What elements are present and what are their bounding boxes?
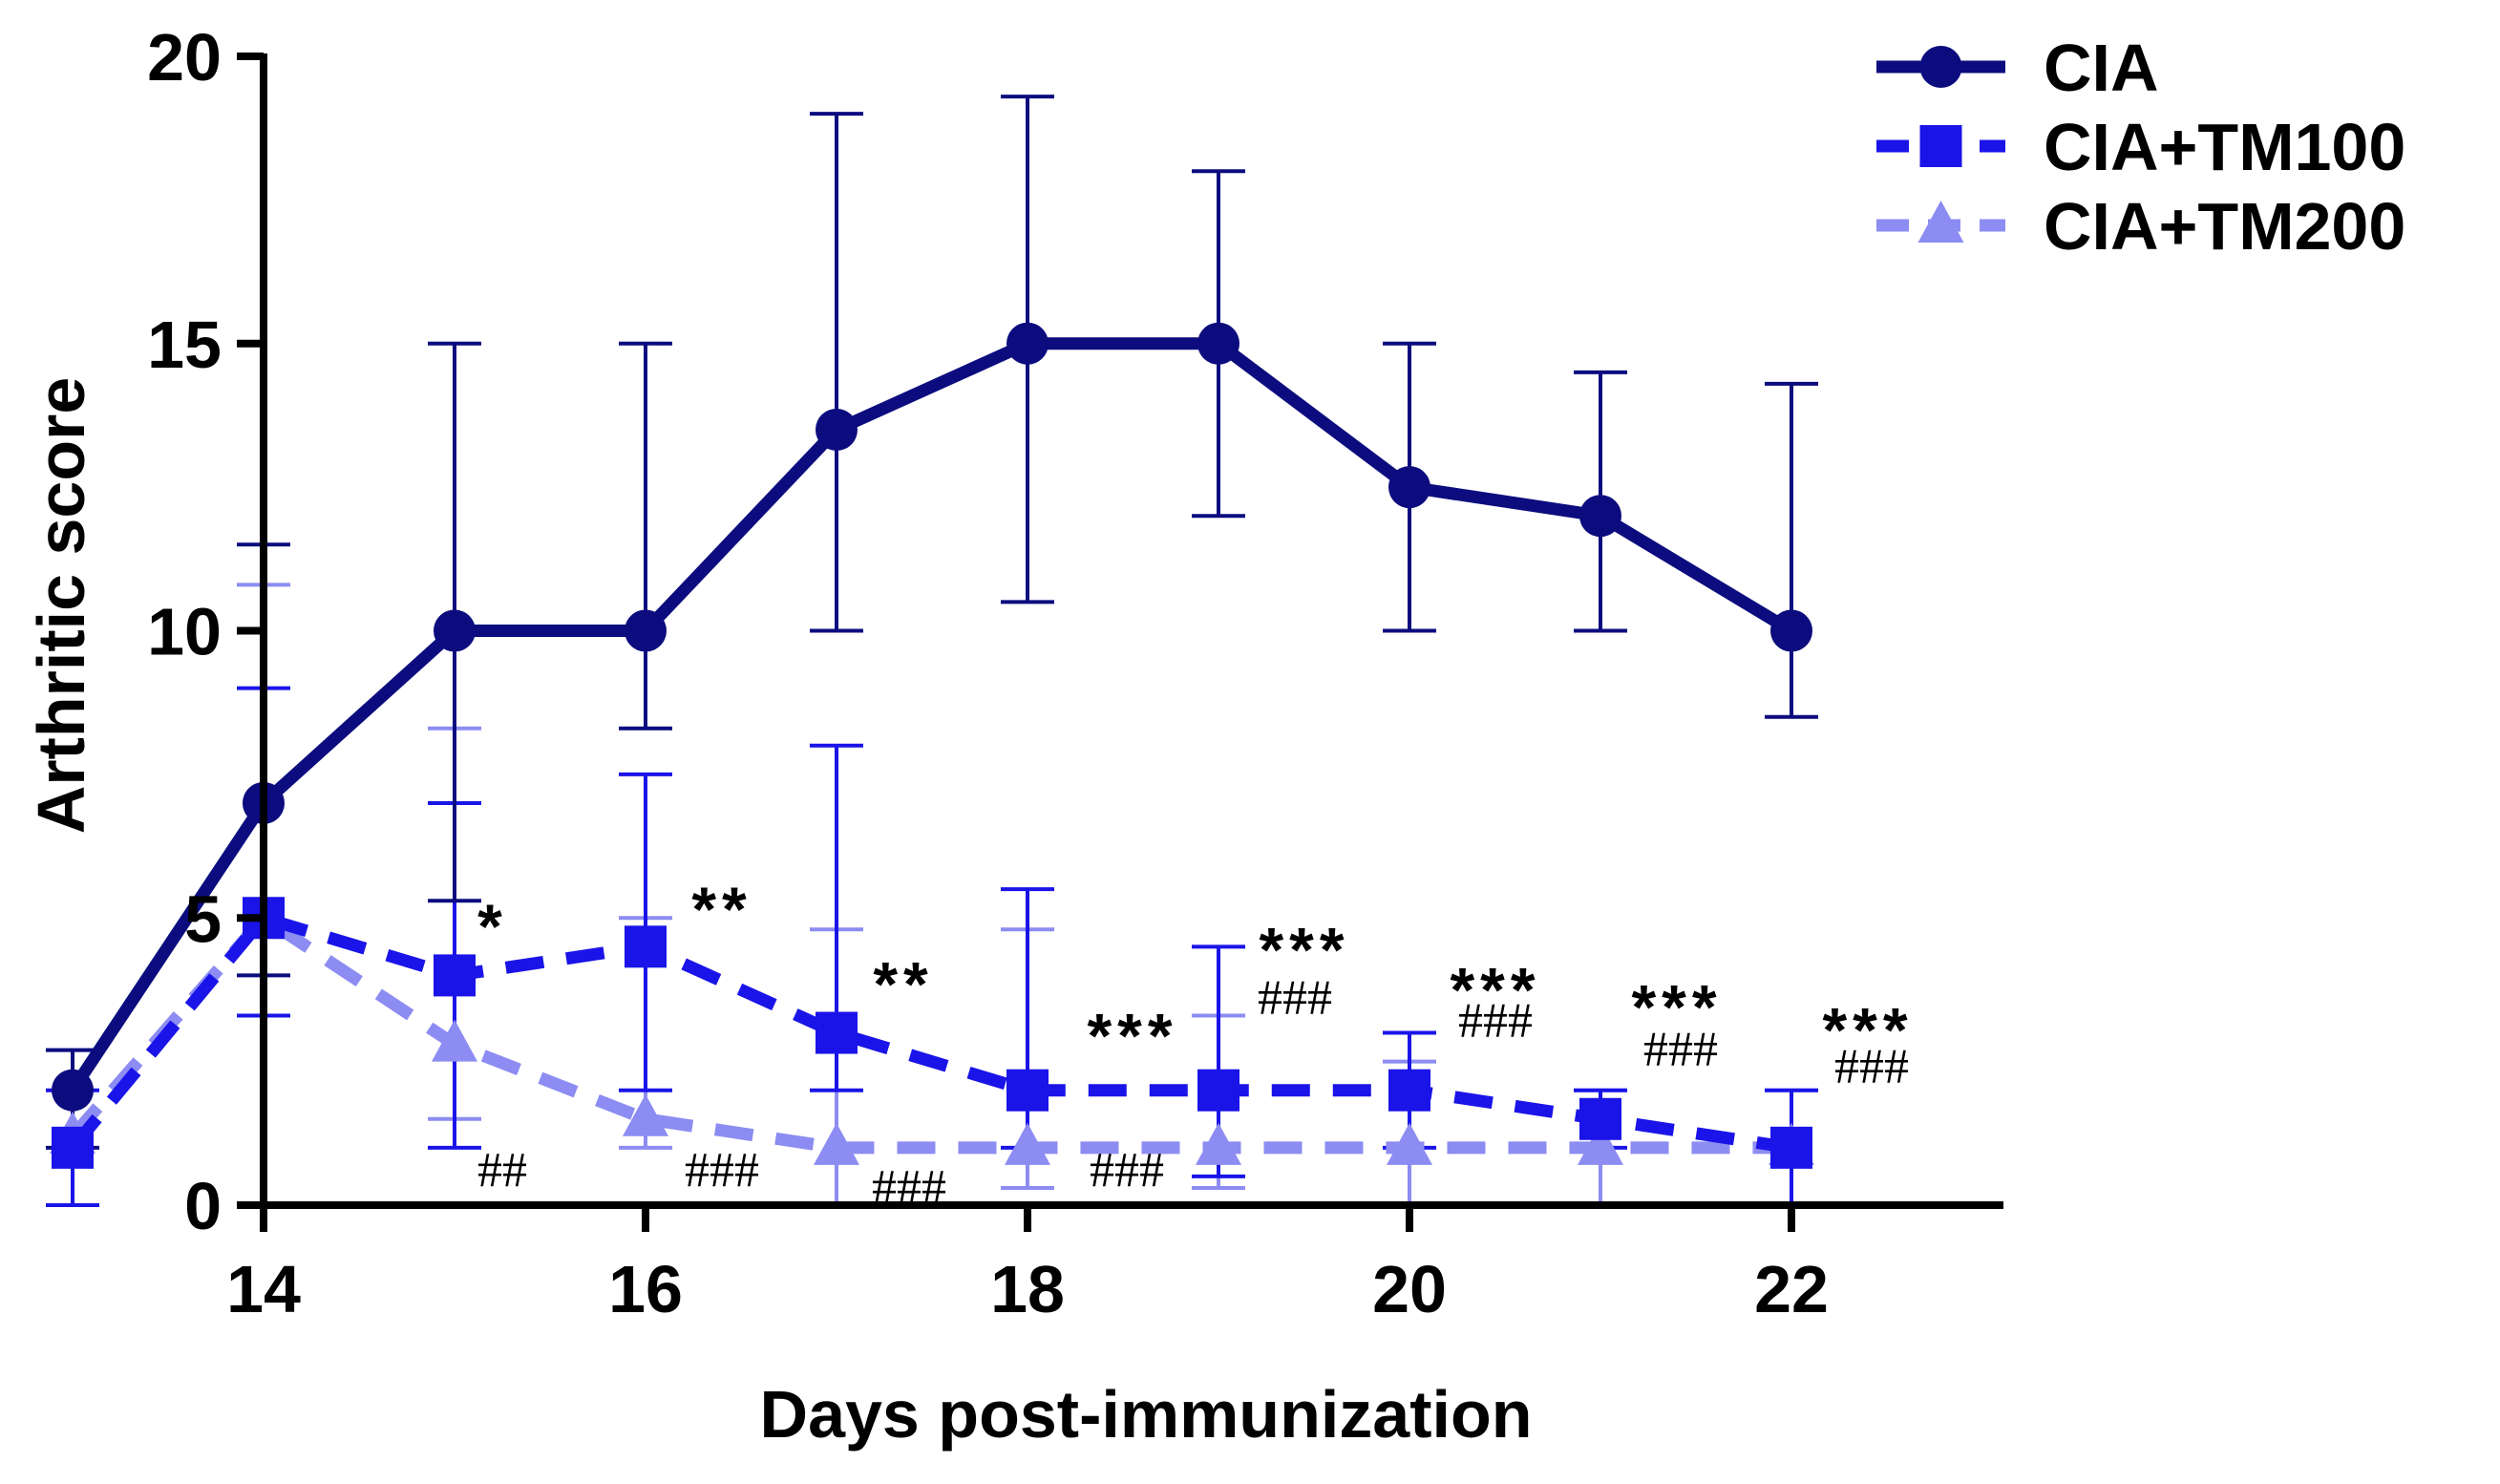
y-tick-label: 15 (147, 307, 222, 382)
cia-plus-tm100-point (1770, 1126, 1812, 1169)
legend-label-cia-plus-tm200: CIA+TM200 (2044, 189, 2405, 264)
significance-stars-label: ** (873, 948, 933, 1019)
significance-hash-label: ### (1643, 1023, 1718, 1077)
legend-label-cia: CIA (2044, 31, 2159, 105)
y-tick-label: 5 (184, 881, 222, 956)
significance-stars-label: * (477, 891, 508, 962)
significance-stars-label: *** (1822, 994, 1913, 1065)
cia-plus-tm200-point (1005, 1122, 1050, 1165)
legend-swatch-marker-cia-plus-tm200 (1917, 201, 1964, 243)
cia-plus-tm200-point (623, 1093, 668, 1136)
series-lines-layer (67, 337, 1795, 1155)
cia-plus-tm100-point (52, 1126, 94, 1169)
cia-point (52, 1069, 94, 1112)
cia-plus-tm100-point (1197, 1069, 1239, 1112)
significance-stars-label: *** (1259, 914, 1349, 985)
significance-stars-label: *** (1087, 1001, 1177, 1071)
cia-plus-tm100-point (816, 1011, 858, 1054)
cia-point (1388, 466, 1430, 509)
cia-point (1770, 609, 1812, 652)
x-tick-label: 20 (1372, 1252, 1447, 1326)
significance-hash-label: ### (1834, 1040, 1909, 1094)
cia-point (1197, 322, 1239, 365)
x-tick-label: 16 (608, 1252, 683, 1326)
cia-plus-tm100-point (1579, 1097, 1621, 1140)
cia-point (1579, 495, 1621, 538)
x-tick-label: 14 (226, 1252, 301, 1326)
error-bars-layer (46, 95, 1818, 1207)
cia-plus-tm100-point (1006, 1069, 1049, 1112)
significance-hash-label: ## (477, 1143, 527, 1198)
cia-plus-tm100-point (625, 925, 667, 968)
cia-plus-tm100-line (68, 911, 1792, 1155)
x-tick-label: 18 (990, 1252, 1065, 1326)
cia-plus-tm200-point (1578, 1122, 1623, 1165)
series-markers-layer (50, 322, 1814, 1169)
y-tick-label: 10 (147, 595, 222, 669)
cia-plus-tm200-point (1196, 1122, 1241, 1165)
annotations-layer: * ************* *** ***## ### ### ###### ######… (477, 874, 1913, 1215)
legend-swatch-marker-cia (1919, 46, 1962, 88)
cia-point (434, 609, 476, 652)
cia-point (816, 408, 858, 451)
significance-hash-label: ### (1258, 970, 1332, 1025)
y-tick-label: 20 (147, 20, 222, 95)
cia-point (1006, 322, 1049, 365)
cia-plus-tm200-point (814, 1122, 859, 1165)
legend-swatch-marker-cia-plus-tm100 (1919, 125, 1962, 167)
cia-plus-tm100-point (434, 954, 476, 997)
x-axis-title: Days post-immunization (760, 1377, 1533, 1452)
x-tick-label: 22 (1754, 1252, 1829, 1326)
y-tick-label: 0 (184, 1169, 222, 1243)
significance-hash-label: ### (872, 1160, 946, 1215)
axes-layer: 0 5 10 15 20 14 16 18 20 22 (147, 20, 2003, 1326)
cia-plus-tm200-point (432, 1019, 477, 1062)
cia-plus-tm200-line (68, 911, 1791, 1155)
significance-stars-label: ** (691, 874, 752, 944)
cia-plus-tm100-point (1388, 1069, 1430, 1112)
significance-hash-label: ### (1090, 1143, 1164, 1198)
cia-plus-tm200-point (1387, 1122, 1432, 1165)
cia-point (625, 609, 667, 652)
cia-line (67, 337, 1795, 1094)
significance-stars-label: *** (1450, 954, 1540, 1025)
y-axis-title: Arthritic score (24, 377, 98, 834)
significance-hash-label: ### (685, 1143, 759, 1198)
legend-label-cia-plus-tm100: CIA+TM100 (2044, 110, 2405, 184)
significance-hash-label: ### (1458, 994, 1533, 1049)
significance-stars-label: *** (1631, 971, 1722, 1042)
